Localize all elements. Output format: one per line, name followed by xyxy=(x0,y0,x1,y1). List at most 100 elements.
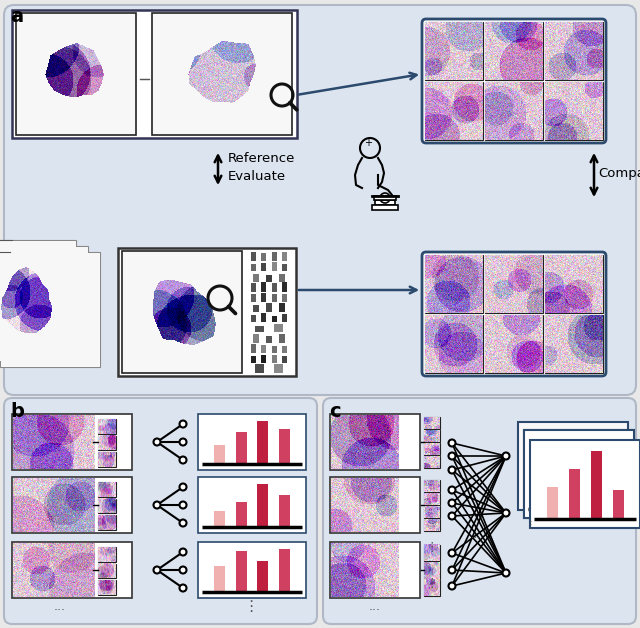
Bar xyxy=(122,251,242,373)
Bar xyxy=(236,551,246,592)
Text: Reference: Reference xyxy=(228,153,296,166)
Bar xyxy=(198,414,306,470)
Bar xyxy=(251,283,256,291)
Text: Evaluate: Evaluate xyxy=(228,170,286,183)
Bar xyxy=(16,13,136,135)
FancyBboxPatch shape xyxy=(323,398,636,624)
Bar xyxy=(251,315,256,322)
Bar xyxy=(524,430,634,518)
Bar xyxy=(279,495,290,528)
Bar xyxy=(12,10,297,138)
FancyBboxPatch shape xyxy=(422,252,606,376)
Bar xyxy=(98,564,116,578)
Bar xyxy=(375,200,395,205)
Bar xyxy=(425,255,483,313)
Bar xyxy=(12,542,132,598)
Bar xyxy=(424,580,440,596)
Text: Compare: Compare xyxy=(598,168,640,180)
Bar xyxy=(271,252,276,261)
Bar xyxy=(251,294,256,302)
Bar xyxy=(591,450,602,519)
Bar xyxy=(98,482,116,497)
Bar xyxy=(568,468,579,519)
Circle shape xyxy=(179,566,186,573)
Bar xyxy=(279,303,285,312)
Bar xyxy=(279,333,285,342)
Text: b: b xyxy=(10,402,24,421)
FancyBboxPatch shape xyxy=(4,398,317,624)
Bar xyxy=(282,264,287,271)
Bar xyxy=(261,254,266,261)
Bar xyxy=(0,240,76,355)
Bar xyxy=(98,452,116,467)
Circle shape xyxy=(449,453,456,460)
Bar xyxy=(98,580,116,595)
Bar xyxy=(330,542,420,598)
Circle shape xyxy=(154,438,161,445)
Bar xyxy=(485,22,543,80)
Bar xyxy=(424,430,440,442)
Circle shape xyxy=(449,487,456,494)
Bar xyxy=(424,443,440,455)
Bar xyxy=(424,480,440,492)
Text: ...: ... xyxy=(470,530,481,540)
Circle shape xyxy=(179,548,186,556)
Bar xyxy=(251,344,256,353)
Bar xyxy=(518,422,628,510)
Text: ⋮: ⋮ xyxy=(426,541,438,555)
Bar xyxy=(236,431,246,464)
Bar xyxy=(261,293,266,302)
Bar xyxy=(253,274,259,281)
Bar xyxy=(424,519,440,531)
Bar xyxy=(98,419,116,434)
Text: ⋮: ⋮ xyxy=(426,577,438,590)
Bar xyxy=(282,294,287,302)
Circle shape xyxy=(502,570,509,577)
Bar xyxy=(271,355,276,363)
Circle shape xyxy=(449,566,456,573)
Bar xyxy=(257,484,268,528)
Bar xyxy=(271,315,276,322)
Text: ...: ... xyxy=(54,600,66,612)
Bar xyxy=(425,22,483,80)
Bar xyxy=(98,499,116,513)
Bar xyxy=(261,264,266,271)
Bar xyxy=(547,487,557,519)
Bar xyxy=(424,456,440,468)
Bar xyxy=(279,274,285,281)
Bar xyxy=(251,356,256,363)
FancyBboxPatch shape xyxy=(422,19,606,143)
Bar xyxy=(251,252,256,261)
Circle shape xyxy=(154,502,161,509)
Circle shape xyxy=(179,457,186,463)
Bar xyxy=(98,516,116,530)
Bar xyxy=(98,547,116,561)
Bar xyxy=(424,417,440,429)
Bar xyxy=(257,561,268,592)
Bar xyxy=(12,414,132,470)
Bar xyxy=(214,511,225,528)
Circle shape xyxy=(449,467,456,474)
Bar xyxy=(266,303,272,312)
Bar xyxy=(0,252,100,367)
Bar xyxy=(251,264,256,271)
Text: +: + xyxy=(364,138,372,148)
Bar xyxy=(530,440,640,528)
Circle shape xyxy=(179,421,186,428)
Bar xyxy=(198,477,306,533)
Bar xyxy=(261,355,266,363)
Bar xyxy=(271,283,276,291)
Circle shape xyxy=(502,453,509,460)
Circle shape xyxy=(449,440,456,447)
Bar xyxy=(485,315,543,373)
Bar xyxy=(274,364,283,373)
Bar xyxy=(214,445,225,464)
Bar xyxy=(253,335,259,342)
Bar xyxy=(152,13,292,135)
Circle shape xyxy=(179,438,186,445)
Circle shape xyxy=(449,583,456,590)
Bar xyxy=(424,545,440,561)
Bar xyxy=(330,414,420,470)
Bar xyxy=(607,458,618,509)
Bar xyxy=(255,326,264,332)
